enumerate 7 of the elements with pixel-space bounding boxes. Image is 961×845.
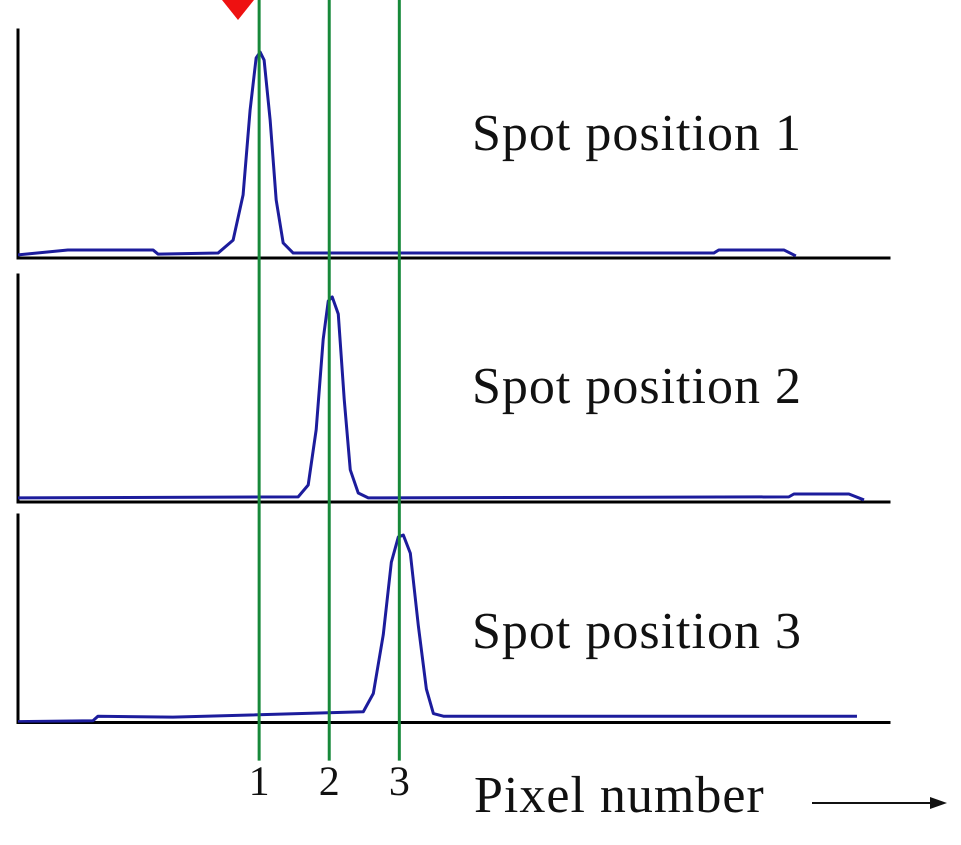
x-axis-title: Pixel number — [474, 766, 765, 825]
x-tick-label: 3 — [388, 758, 410, 805]
x-tick-label: 1 — [248, 758, 270, 805]
annotation: Spot position 2 — [472, 357, 802, 416]
annotation: Spot position 1 — [472, 104, 802, 163]
annotation: Spot position 3 — [472, 602, 802, 661]
x-tick-label: 2 — [318, 758, 340, 805]
